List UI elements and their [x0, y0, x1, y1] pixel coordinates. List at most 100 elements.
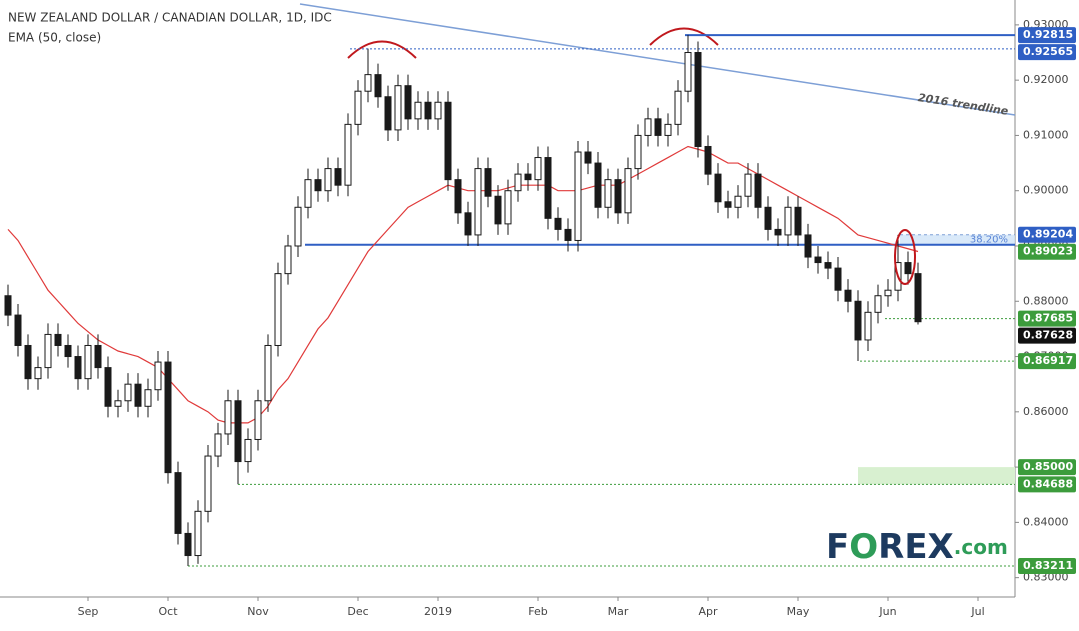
candle-body: [814, 256, 822, 264]
candle-body: [614, 179, 622, 214]
candle-body: [44, 333, 52, 369]
candle-body: [424, 101, 432, 120]
candle-body: [704, 145, 712, 175]
candle-body: [314, 179, 322, 192]
candle-body: [584, 151, 592, 164]
candle-body: [344, 123, 352, 186]
x-tick-label: Oct: [158, 605, 178, 618]
candle-body: [244, 438, 252, 463]
candle-body: [114, 400, 122, 407]
candle-body: [84, 344, 92, 380]
price-label-box: [1018, 27, 1076, 44]
y-tick-label: 0.90000: [1023, 184, 1069, 197]
candle-body: [484, 168, 492, 197]
candle-body: [604, 179, 612, 208]
price-label-box: [1018, 327, 1076, 344]
candle-body: [554, 217, 562, 230]
price-label: 0.92565: [1023, 45, 1073, 58]
price-label: 0.85000: [1023, 460, 1073, 473]
candle-body: [524, 173, 532, 181]
y-tick-label: 0.86000: [1023, 405, 1069, 418]
candle-body: [844, 289, 852, 302]
x-tick-label: Mar: [608, 605, 629, 618]
price-label-box: [1018, 459, 1076, 476]
candle-body: [694, 52, 702, 147]
chart-subtitle: EMA (50, close): [8, 31, 101, 45]
price-label-box: [1018, 310, 1076, 327]
candle-body: [464, 212, 472, 236]
candle-body: [634, 134, 642, 170]
candle-body: [304, 179, 312, 208]
candle-body: [684, 52, 692, 92]
candle-body: [134, 383, 142, 407]
candle-body: [514, 173, 522, 192]
candle-body: [884, 289, 892, 297]
candle-body: [804, 234, 812, 258]
candle-body: [574, 151, 582, 241]
candle-body: [214, 433, 222, 457]
top-arc: [649, 27, 719, 46]
x-tick-label: 2019: [424, 605, 452, 618]
y-tick-label: 0.88000: [1023, 294, 1069, 307]
y-tick-label: 0.92000: [1023, 73, 1069, 86]
candle-body: [164, 361, 172, 474]
candle-body: [264, 344, 272, 402]
logo-f: F: [826, 527, 849, 567]
candle-body: [24, 344, 32, 380]
x-tick-label: Jul: [970, 605, 984, 618]
candle-body: [184, 532, 192, 557]
candle-body: [404, 85, 412, 120]
candle-body: [834, 267, 842, 291]
candle-body: [594, 162, 602, 208]
price-label: 0.87685: [1023, 312, 1073, 325]
candle-body: [174, 472, 182, 534]
candle-body: [64, 344, 72, 358]
price-label: 0.89204: [1023, 228, 1073, 241]
fib-label: 38.20%: [970, 235, 1008, 246]
support-zone: [858, 467, 1015, 485]
candle-body: [74, 356, 82, 380]
candle-body: [34, 367, 42, 380]
candle-body: [324, 168, 332, 192]
logo: FOREX.com: [826, 527, 1008, 567]
price-label-box: [1018, 243, 1076, 260]
candle-body: [534, 157, 542, 181]
candle-body: [624, 168, 632, 214]
candle-body: [854, 300, 862, 341]
candle-body: [284, 245, 292, 275]
logo-o: O: [849, 527, 878, 567]
y-tick-label: 0.91000: [1023, 128, 1069, 141]
candle-body: [864, 311, 872, 341]
price-label: 0.86917: [1023, 354, 1073, 367]
candle-body: [914, 273, 922, 323]
x-tick-label: May: [787, 605, 810, 618]
logo-rex: REX: [878, 527, 954, 567]
price-label: 0.84688: [1023, 477, 1073, 490]
x-tick-label: Nov: [247, 605, 269, 618]
x-tick-label: Sep: [78, 605, 99, 618]
candle-body: [784, 206, 792, 236]
candle-body: [494, 195, 502, 225]
candle-body: [274, 273, 282, 346]
candle-body: [714, 173, 722, 203]
candle-body: [124, 383, 132, 402]
candle-body: [654, 118, 662, 136]
y-tick-label: 0.84000: [1023, 515, 1069, 528]
candle-body: [904, 262, 912, 275]
candle-body: [454, 179, 462, 214]
candle-body: [504, 190, 512, 225]
candle-body: [724, 201, 732, 208]
candle-body: [144, 389, 152, 407]
price-label: 0.89023: [1023, 245, 1073, 258]
candle-body: [14, 314, 22, 346]
candle-body: [744, 173, 752, 197]
candle-body: [774, 228, 782, 236]
candle-body: [234, 400, 242, 463]
candle-body: [54, 333, 62, 346]
candle-body: [364, 74, 372, 92]
x-tick-label: Feb: [528, 605, 547, 618]
candle-body: [434, 101, 442, 120]
candle-body: [374, 74, 382, 98]
candle-body: [664, 123, 672, 136]
